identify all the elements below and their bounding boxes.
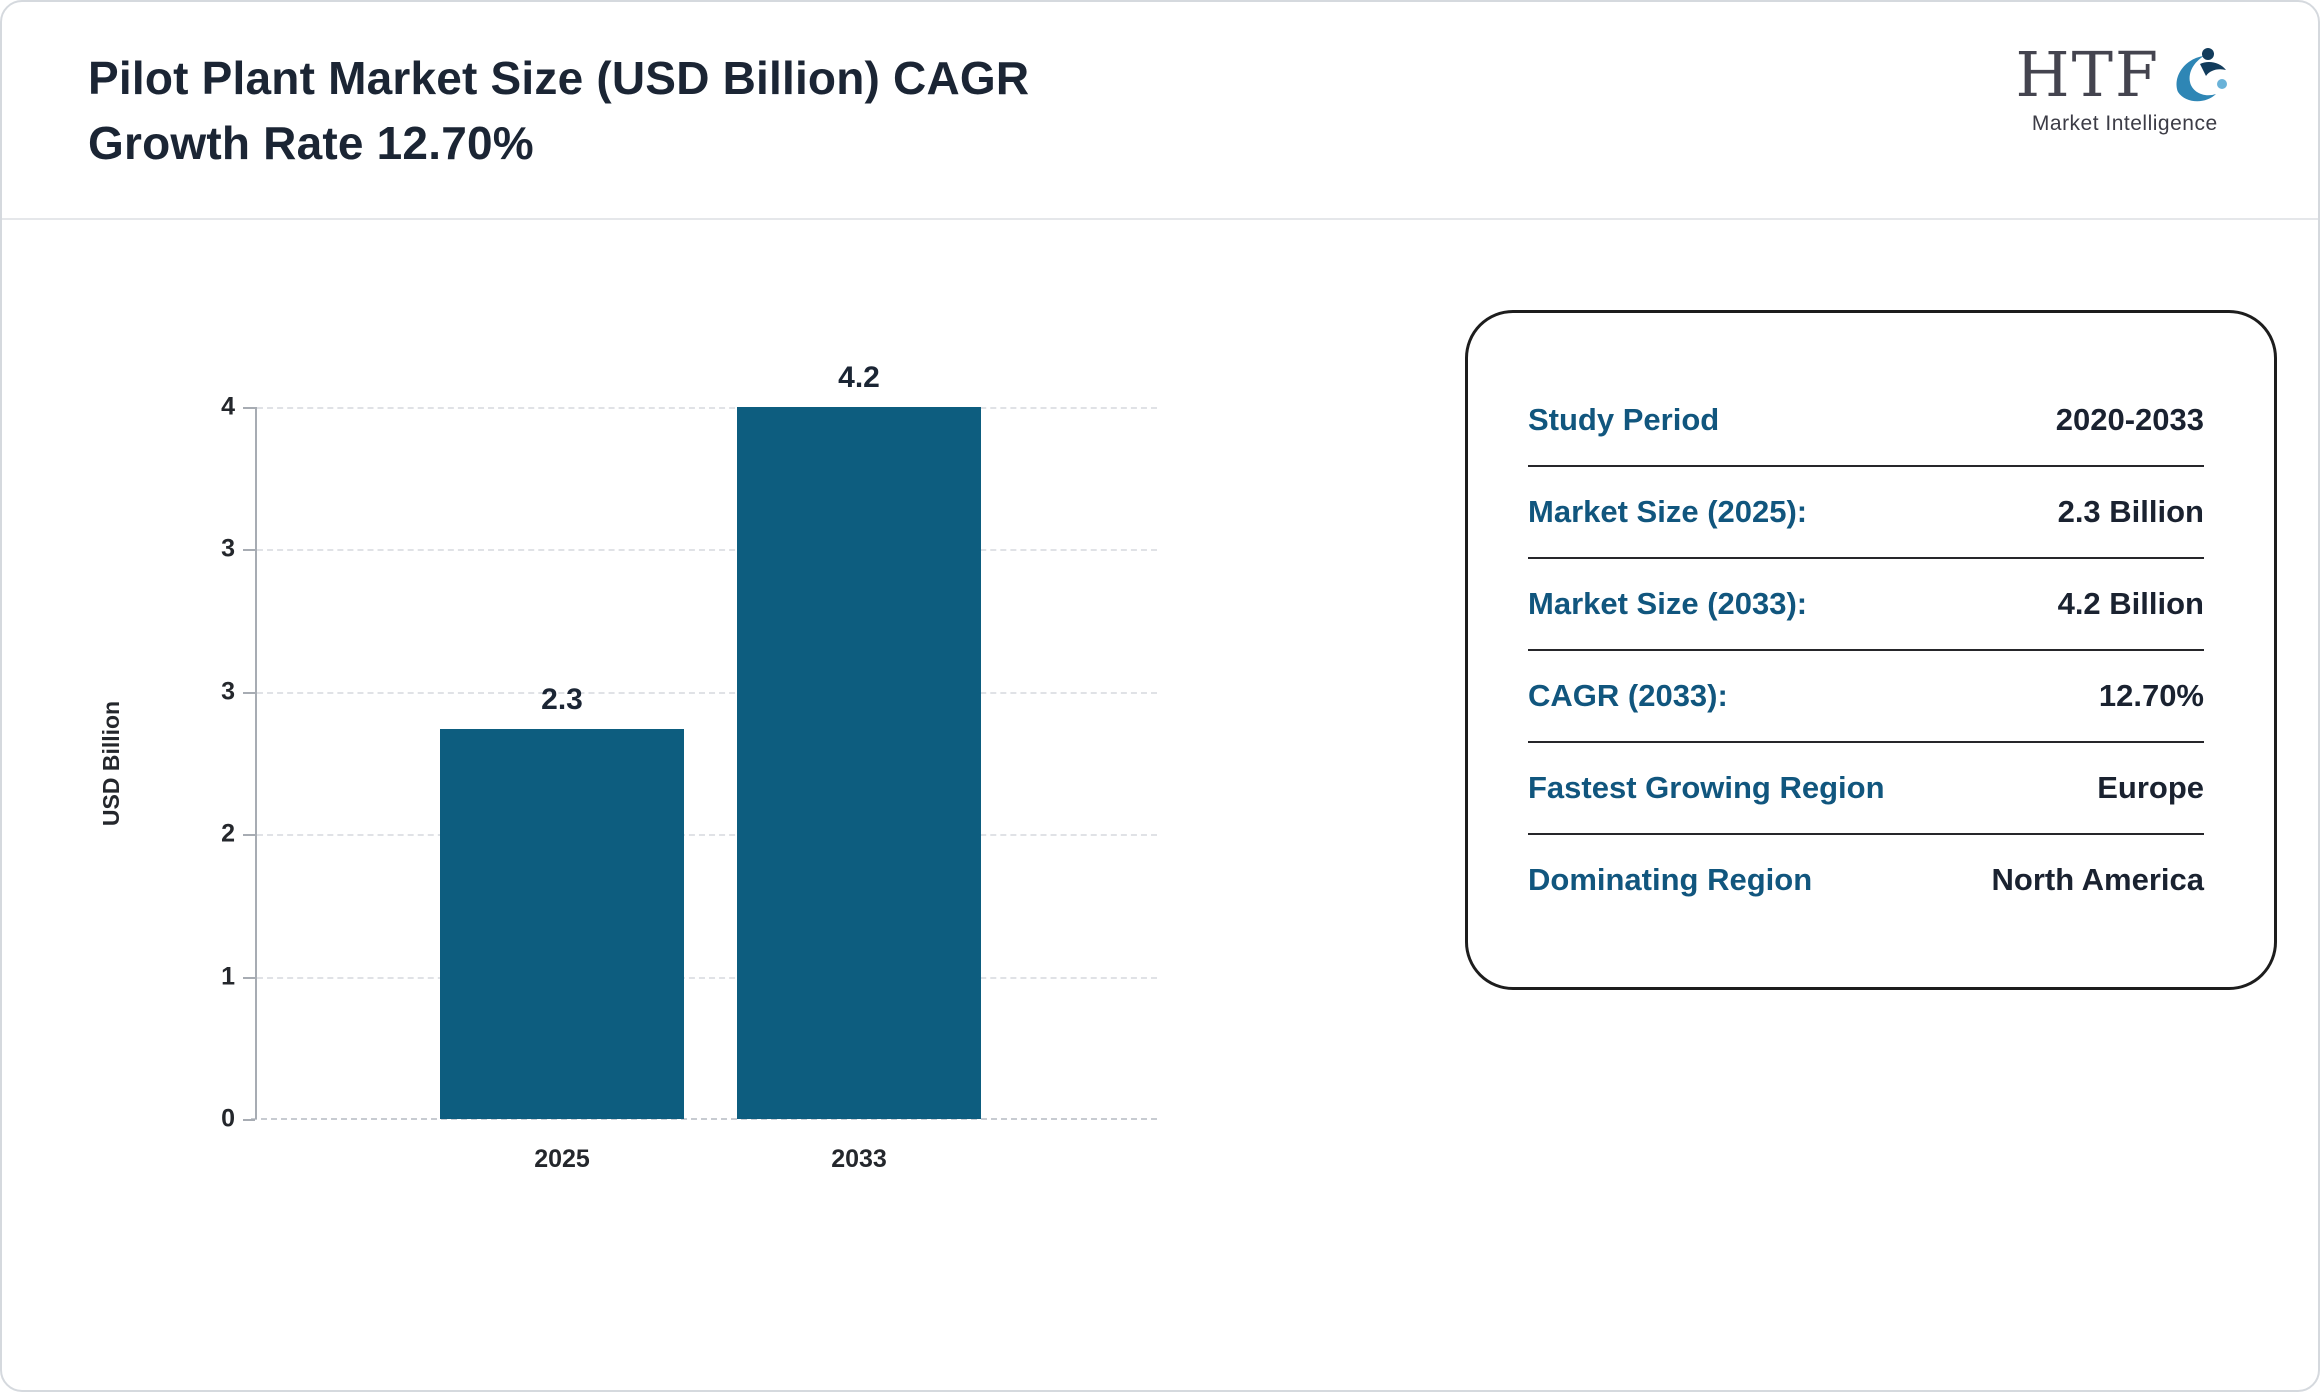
- header: Pilot Plant Market Size (USD Billion) CA…: [2, 2, 2318, 220]
- gridline: [257, 549, 1157, 552]
- panel-row-label: Market Size (2033):: [1528, 586, 1808, 621]
- panel-row-value: 2020-2033: [2055, 402, 2204, 437]
- y-tick: [243, 549, 255, 552]
- panel-row-fastest-growing-region: Fastest Growing Region Europe: [1528, 743, 2204, 835]
- gridline: [257, 976, 1157, 979]
- panel-row-label: Fastest Growing Region: [1528, 770, 1885, 805]
- y-tick-label: 3: [221, 677, 235, 706]
- bar-value-label: 2.3: [541, 683, 583, 717]
- logo-swoosh-icon: [2176, 48, 2227, 102]
- panel-row-cagr: CAGR (2033): 12.70%: [1528, 651, 2204, 743]
- page-title-line1: Pilot Plant Market Size (USD Billion) CA…: [88, 52, 1030, 104]
- panel-row-label: CAGR (2033):: [1528, 678, 1728, 713]
- y-axis-line: [255, 407, 257, 1119]
- panel-row-value: 4.2 Billion: [2057, 586, 2204, 621]
- y-tick-label: 0: [221, 1104, 235, 1133]
- htf-logo-top: HTF: [2016, 42, 2234, 106]
- panel-row-label: Market Size (2025):: [1528, 494, 1808, 529]
- x-tick-label: 2025: [534, 1145, 590, 1173]
- htf-logo-subtext: Market Intelligence: [2031, 112, 2218, 135]
- htf-logo: HTF Market Intelligence: [2016, 42, 2234, 136]
- panel-row-value: 12.70%: [2098, 678, 2204, 713]
- panel-row-label: Dominating Region: [1528, 862, 1813, 897]
- panel-row-value: 2.3 Billion: [2057, 494, 2204, 529]
- panel-row-market-size-2025: Market Size (2025): 2.3 Billion: [1528, 467, 2204, 559]
- x-axis-baseline: [251, 1118, 1157, 1120]
- panel-row-label: Study Period: [1528, 402, 1720, 437]
- panel-row-market-size-2033: Market Size (2033): 4.2 Billion: [1528, 559, 2204, 651]
- y-tick: [243, 407, 255, 409]
- panel-row-dominating-region: Dominating Region North America: [1528, 835, 2204, 925]
- y-tick-label: 4: [221, 392, 235, 421]
- y-tick-label: 2: [221, 819, 235, 848]
- y-axis-title: USD Billion: [98, 700, 125, 826]
- bar-2033: 4.2: [737, 361, 981, 1119]
- x-tick-label: 2033: [831, 1145, 887, 1173]
- gridline: [257, 691, 1157, 694]
- market-summary-panel: Study Period 2020-2033 Market Size (2025…: [1465, 310, 2277, 990]
- gridline: [257, 834, 1157, 837]
- y-tick: [243, 976, 255, 979]
- y-tick: [243, 691, 255, 694]
- page-title-line2: Growth Rate 12.70%: [88, 117, 534, 170]
- y-tick-label: 1: [221, 962, 235, 991]
- page-title: Pilot Plant Market Size (USD Billion) CA…: [88, 46, 1029, 177]
- bar-2025: 2.3: [440, 683, 684, 1119]
- y-tick: [243, 834, 255, 837]
- panel-row-value: Europe: [2097, 770, 2204, 805]
- y-tick: [243, 1119, 255, 1121]
- panel-row-value: North America: [1991, 862, 2204, 897]
- htf-logo-text: HTF: [2015, 38, 2160, 111]
- bar-chart: 4 3 3 2 1 0 USD Billion 2.3 4.2 2025 203…: [99, 361, 1157, 1173]
- gridline: [257, 407, 1157, 409]
- y-tick-label: 3: [221, 534, 235, 563]
- bar-value-label: 4.2: [838, 361, 880, 394]
- panel-row-study-period: Study Period 2020-2033: [1528, 375, 2204, 467]
